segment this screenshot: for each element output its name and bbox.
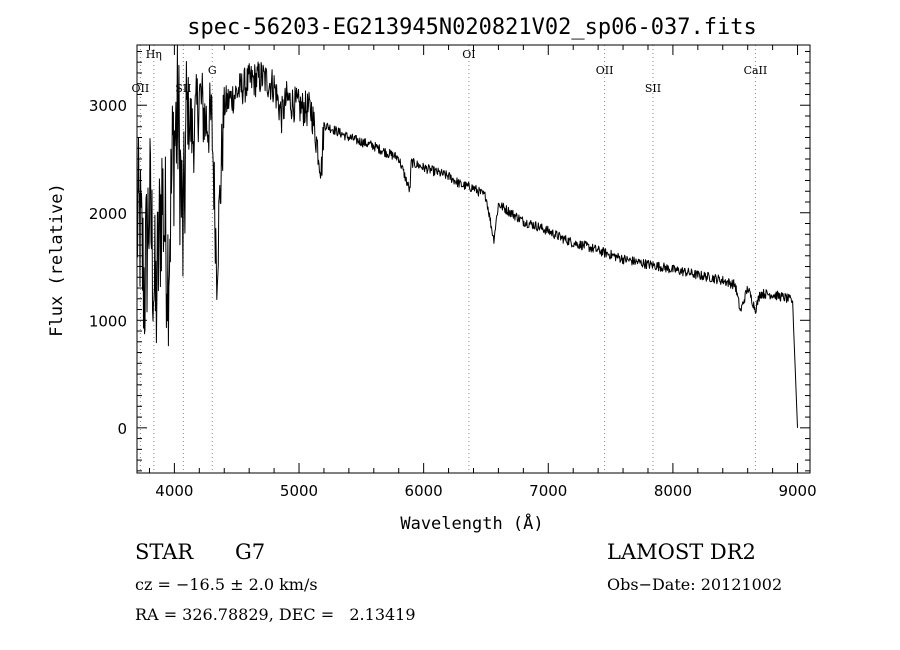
obs-date: Obs−Date: 20121002 (607, 575, 783, 594)
coordinates: RA = 326.78829, DEC = 2.13419 (135, 605, 416, 624)
y-tick-label: 3000 (89, 97, 127, 115)
line-label-7: CaII (744, 64, 768, 77)
line-label-1: Hη (146, 48, 162, 61)
x-tick-label: 8000 (654, 482, 692, 500)
object-subclass: G7 (235, 540, 266, 564)
chart-title: spec-56203-EG213945N020821V02_sp06-037.f… (187, 15, 757, 40)
y-tick-label: 0 (117, 420, 127, 438)
survey-name: LAMOST DR2 (607, 540, 756, 564)
x-tick-labels: 4000 5000 6000 7000 8000 9000 (155, 482, 816, 500)
x-axis-label: Wavelength (Å) (400, 512, 543, 534)
x-tick-label: 5000 (280, 482, 318, 500)
y-tick-label: 1000 (89, 312, 127, 330)
x-tick-label: 6000 (405, 482, 443, 500)
y-axis-label: Flux (relative) (47, 183, 67, 337)
axis-ticks (137, 45, 810, 473)
y-tick-labels: 0 1000 2000 3000 (89, 97, 127, 438)
line-label-5: OII (596, 64, 614, 77)
x-tick-label: 9000 (778, 482, 816, 500)
y-tick-label: 2000 (89, 205, 127, 223)
line-label-6: SII (645, 82, 661, 95)
x-tick-label: 7000 (529, 482, 567, 500)
redshift-cz: cz = −16.5 ± 2.0 km/s (135, 575, 318, 594)
plot-frame (136, 44, 811, 474)
spectral-line-markers (139, 45, 756, 473)
x-tick-label: 4000 (155, 482, 193, 500)
line-label-3: G (208, 64, 217, 77)
line-label-0: OII (132, 82, 150, 95)
spectrum-line (136, 44, 798, 428)
object-class: STAR (135, 540, 194, 564)
line-label-4: OI (462, 48, 475, 61)
